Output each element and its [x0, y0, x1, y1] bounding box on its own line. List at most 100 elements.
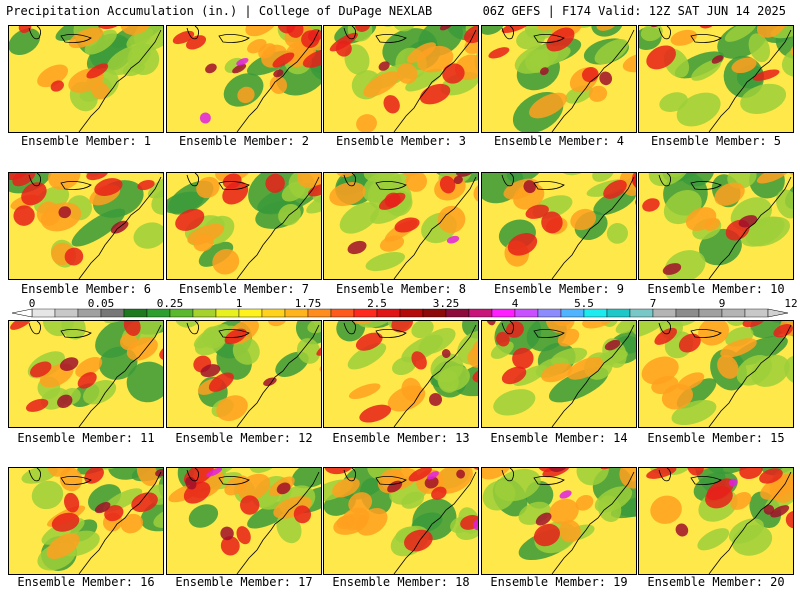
precip-blob [549, 498, 579, 525]
precip-blob [773, 324, 793, 338]
precip-blob [541, 362, 573, 383]
precip-blob [717, 355, 739, 379]
panel-label: Ensemble Member: 3 [335, 134, 467, 148]
precip-blob [397, 63, 418, 84]
colorbar-tick-label: 1.75 [294, 297, 322, 310]
precip-blob [408, 468, 432, 482]
coastline [78, 324, 162, 427]
precip-blob [387, 385, 426, 412]
map-panel-member-6 [8, 172, 164, 280]
precip-blob [594, 486, 633, 513]
precip-blob [356, 114, 377, 132]
precip-blob [750, 321, 793, 339]
precip-blob [86, 173, 109, 181]
precip-blob [550, 347, 588, 367]
precip-blob [781, 46, 793, 77]
precip-blob [50, 80, 64, 92]
precip-blob [347, 342, 387, 370]
map-panel-member-8 [323, 172, 479, 280]
precip-blob [336, 321, 366, 342]
precip-blob [55, 26, 110, 42]
colorbar-bin [652, 308, 677, 318]
precip-blob [490, 341, 514, 359]
colorbar-bin [744, 308, 769, 318]
precip-blob [120, 26, 153, 35]
precip-blob [236, 526, 251, 545]
precip-blob [296, 338, 321, 364]
precip-blob [84, 29, 117, 55]
precip-blob [514, 44, 559, 74]
map-panel-member-5 [638, 25, 794, 133]
precip-blob [748, 33, 770, 63]
precip-blob [193, 323, 229, 349]
precip-blob [711, 55, 724, 64]
coastline [551, 29, 635, 132]
precip-blob [58, 206, 72, 219]
precip-blob [446, 235, 460, 244]
precip-blob [133, 222, 163, 249]
precip-blob [756, 173, 791, 184]
precip-blob [662, 263, 682, 275]
precip-field-map [167, 173, 321, 279]
precip-blob [348, 383, 381, 400]
precip-blob [188, 504, 219, 528]
great-lakes-outline [501, 173, 565, 190]
panel-label: Ensemble Member: 14 [490, 431, 628, 445]
coastline [551, 471, 635, 574]
precip-blob [273, 69, 284, 78]
colorbar-bin [468, 308, 493, 318]
precip-blob [592, 173, 615, 182]
colorbar-bin [330, 308, 355, 318]
coastline [551, 324, 635, 427]
precip-blob [308, 183, 321, 197]
map-panel-member-15 [638, 320, 794, 428]
precip-blob [378, 61, 390, 71]
run-info: 06Z GEFS | F174 Valid: 12Z SAT JUN 14 20… [482, 4, 786, 18]
colorbar-bin [77, 308, 102, 318]
precip-blob [57, 394, 73, 409]
panel-label: Ensemble Member: 13 [332, 431, 470, 445]
precip-blob [642, 198, 660, 212]
precip-blob [594, 38, 629, 65]
precip-blob [541, 211, 563, 234]
precip-blob [752, 69, 780, 81]
precip-blob [59, 468, 83, 492]
precip-blob [731, 524, 773, 556]
precip-blob [297, 173, 321, 189]
precip-blob [462, 321, 478, 339]
coastline [708, 29, 792, 132]
precip-blob [193, 234, 214, 252]
precip-blob [416, 45, 454, 73]
precip-field-map [324, 468, 478, 574]
precip-blob [222, 181, 249, 205]
coastline [708, 324, 792, 427]
colorbar-bin [698, 308, 723, 318]
precip-blob [365, 252, 406, 272]
precip-blob [77, 372, 97, 389]
precip-blob [341, 507, 370, 531]
precip-blob [153, 507, 163, 528]
precip-blob [363, 173, 404, 182]
precip-blob [650, 495, 682, 524]
precip-blob [186, 35, 207, 50]
precip-blob [697, 528, 730, 551]
precip-blob [215, 173, 254, 183]
precip-blob [359, 404, 392, 423]
precip-blob [622, 52, 636, 73]
precip-blob [678, 333, 701, 353]
precip-blob [482, 480, 516, 511]
precip-blob [731, 57, 757, 74]
precip-blob [730, 492, 752, 510]
precip-blob [770, 505, 790, 518]
precip-blob [533, 523, 560, 547]
precip-blob [593, 188, 636, 216]
precip-blob [83, 380, 117, 405]
colorbar-tick-label: 0.05 [87, 297, 115, 310]
precip-blob [245, 26, 279, 37]
great-lakes-outline [186, 321, 250, 338]
precip-blob [136, 468, 158, 486]
coastline [236, 324, 320, 427]
precip-blob [675, 523, 689, 537]
colorbar-bin [307, 308, 332, 318]
precip-blob [355, 332, 383, 351]
